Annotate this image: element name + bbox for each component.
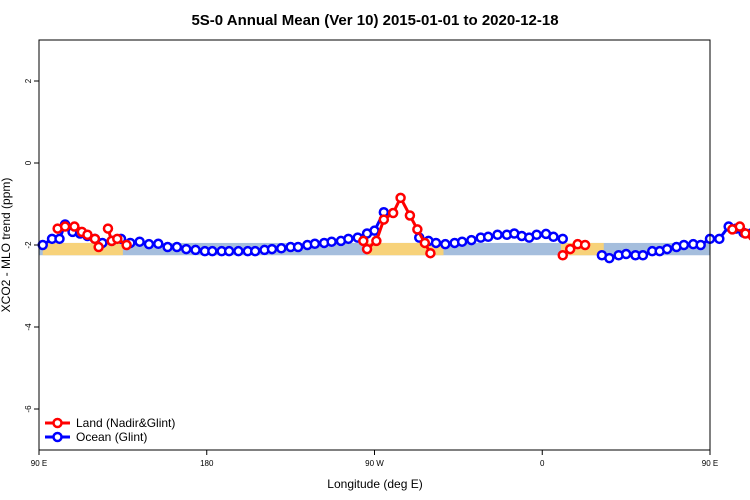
land-series-point bbox=[69, 221, 80, 232]
x-tick-label: 0 bbox=[540, 459, 545, 468]
y-axis: 2 0 -2 -4 -6 bbox=[24, 78, 39, 413]
ocean-series-point bbox=[54, 233, 65, 245]
y-tick-label: -4 bbox=[24, 323, 33, 331]
ocean-series-point bbox=[276, 243, 287, 254]
y-tick-label: -6 bbox=[24, 405, 33, 413]
ocean-series-point bbox=[249, 245, 261, 257]
legend-entry-label: Land (Nadir&Glint) bbox=[76, 416, 175, 430]
y-tick-label: 0 bbox=[24, 160, 33, 165]
ocean-series-point bbox=[180, 243, 192, 255]
series-layer bbox=[37, 192, 750, 264]
land-series-point bbox=[425, 247, 436, 259]
ocean-series-point bbox=[604, 252, 615, 264]
ocean-series-point bbox=[466, 234, 477, 246]
land-series-point bbox=[371, 235, 382, 247]
legend-swatch-marker bbox=[52, 431, 63, 443]
ocean-series-point bbox=[456, 236, 468, 247]
ocean-series-point bbox=[134, 236, 145, 247]
x-tick-label: 90 E bbox=[31, 459, 47, 468]
ocean-series-point bbox=[557, 233, 569, 245]
land-series-point bbox=[102, 223, 114, 234]
x-axis-label: Longitude (deg E) bbox=[327, 477, 422, 491]
ocean-series-point bbox=[661, 243, 673, 255]
land-series-point bbox=[412, 224, 423, 235]
ocean-series-point bbox=[678, 239, 690, 251]
land-series-point bbox=[579, 239, 591, 251]
ocean-series-point bbox=[714, 233, 725, 245]
x-tick-label: 180 bbox=[200, 459, 214, 468]
x-axis: 90 E 180 90 W 0 90 E bbox=[31, 450, 718, 468]
ocean-series-point bbox=[343, 233, 354, 245]
legend-entry-label: Ocean (Glint) bbox=[76, 430, 147, 444]
land-series-point bbox=[89, 233, 101, 245]
land-series-line bbox=[361, 194, 432, 254]
land-series-point bbox=[395, 192, 406, 204]
land-series-point bbox=[59, 221, 71, 232]
ocean-series-point bbox=[430, 237, 442, 249]
ocean-series-point bbox=[695, 239, 706, 251]
land-series-point bbox=[387, 207, 399, 219]
land-series-point bbox=[557, 250, 569, 261]
ocean-series-point bbox=[309, 238, 321, 250]
ocean-series-point bbox=[37, 239, 48, 251]
y-axis-label: XCO2 - MLO trend (ppm) bbox=[0, 178, 13, 313]
y-tick-label: -2 bbox=[24, 241, 33, 249]
ocean-series-point bbox=[482, 231, 494, 243]
ocean-series-point bbox=[440, 238, 451, 250]
ocean-series-point bbox=[548, 231, 559, 243]
ocean-series-point bbox=[162, 241, 173, 253]
ocean-series-point bbox=[369, 225, 380, 236]
ocean-series-point bbox=[326, 236, 337, 247]
ocean-series-point bbox=[292, 241, 304, 253]
ocean-series-point bbox=[531, 229, 542, 240]
ocean-series-point bbox=[190, 244, 201, 256]
land-series-point bbox=[358, 235, 369, 247]
ocean-series-point bbox=[153, 238, 164, 250]
x-tick-label: 90 E bbox=[702, 459, 718, 468]
land-series-point bbox=[93, 241, 104, 253]
ocean-series-point bbox=[207, 245, 218, 257]
land-series-point bbox=[564, 243, 576, 255]
ocean-series-point bbox=[233, 245, 244, 257]
land-series-point bbox=[419, 237, 431, 249]
x-tick-label: 90 W bbox=[365, 459, 384, 468]
land-series-point bbox=[378, 214, 390, 225]
ocean-series-point bbox=[266, 243, 278, 255]
land-series-point bbox=[112, 233, 123, 245]
ocean-series-point bbox=[223, 245, 235, 257]
land-series-point bbox=[404, 210, 416, 221]
ocean-series-point bbox=[620, 248, 632, 260]
land-series-point bbox=[361, 243, 373, 255]
ocean-series-point bbox=[171, 241, 183, 253]
legend-swatch-marker bbox=[52, 417, 63, 429]
y-tick-label: 2 bbox=[24, 78, 33, 83]
ocean-series-point bbox=[637, 250, 649, 261]
ocean-series-point bbox=[143, 238, 155, 250]
land-series-point bbox=[121, 239, 132, 251]
land-series-point bbox=[82, 229, 93, 240]
legend: Land (Nadir&Glint)Ocean (Glint) bbox=[45, 416, 175, 444]
ocean-series-point bbox=[492, 229, 503, 240]
land-series-point bbox=[734, 221, 746, 232]
chart-title: 5S-0 Annual Mean (Ver 10) 2015-01-01 to … bbox=[191, 12, 558, 29]
